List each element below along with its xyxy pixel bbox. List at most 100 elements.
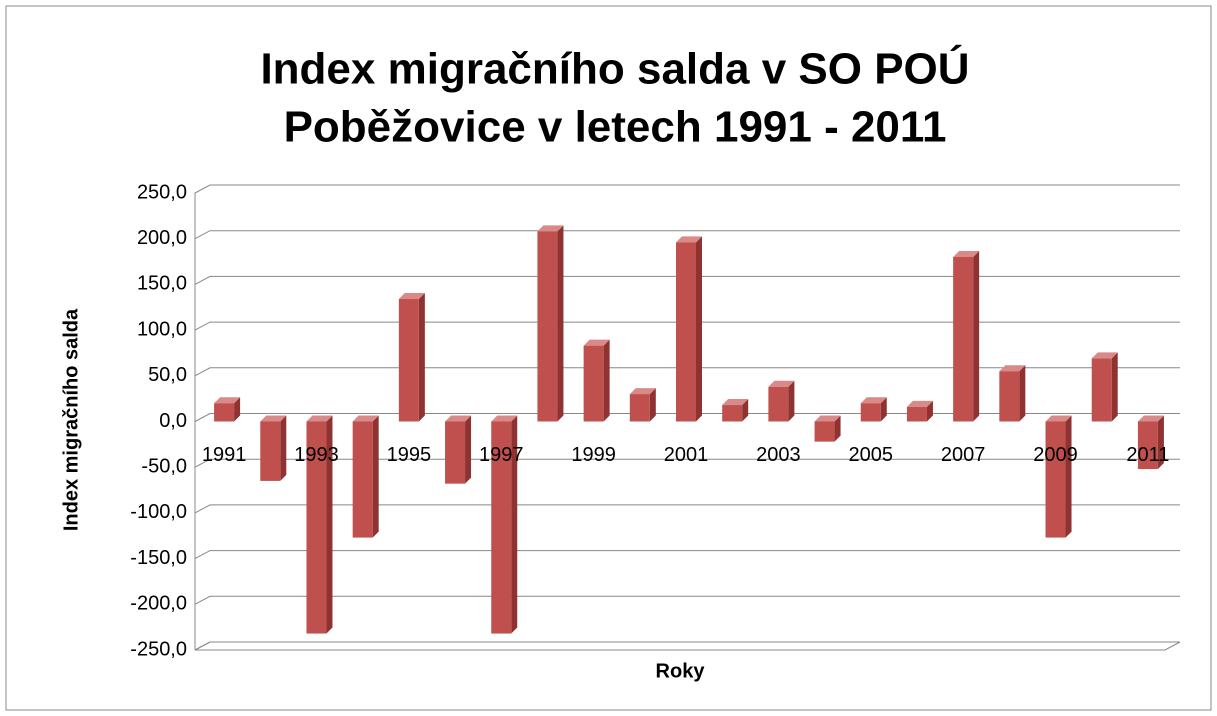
- bar-side: [788, 380, 795, 422]
- chart-title-line-1: Index migračního salda v SO POÚ: [260, 44, 969, 94]
- bar: [214, 397, 241, 422]
- bar-top: [537, 225, 564, 232]
- bar-front: [398, 299, 419, 422]
- grid-line: [194, 230, 1180, 240]
- bar-front: [1045, 421, 1066, 538]
- bar-side: [880, 397, 887, 422]
- bar-front: [445, 421, 466, 484]
- bar-side: [603, 339, 610, 422]
- y-tick-label: -100,0: [130, 501, 187, 523]
- bar-front: [860, 403, 881, 422]
- x-tick-label: 2007: [941, 444, 986, 466]
- bar: [260, 415, 287, 481]
- bar: [860, 397, 887, 422]
- bar-side: [418, 293, 425, 422]
- bar-side: [973, 250, 980, 422]
- bar: [676, 236, 702, 422]
- y-tick-label: -200,0: [130, 593, 187, 615]
- x-tick-label: 1995: [387, 444, 432, 466]
- bar: [1091, 352, 1118, 422]
- bar-front: [814, 421, 835, 442]
- bar-side: [696, 236, 702, 422]
- bar-front: [629, 394, 650, 422]
- bar-side: [649, 388, 656, 422]
- bar-front: [537, 231, 558, 422]
- bar: [1045, 415, 1072, 538]
- bar-front: [260, 421, 281, 481]
- grid-line: [194, 458, 1180, 468]
- y-tick-label: 50,0: [148, 364, 187, 386]
- bar: [814, 415, 841, 442]
- bar: [306, 415, 333, 634]
- x-tick-label: 2003: [756, 444, 801, 466]
- bar-top: [398, 293, 425, 300]
- x-tick-label: 1991: [202, 444, 247, 466]
- grid-line: [194, 321, 1180, 331]
- bar-side: [557, 225, 564, 422]
- bar-front: [214, 403, 235, 422]
- bar-side: [926, 400, 933, 422]
- bar-top: [445, 415, 472, 422]
- bar: [352, 415, 379, 538]
- bar: [491, 415, 518, 634]
- bar-side: [234, 397, 241, 422]
- bar: [722, 399, 749, 422]
- bar-side: [280, 415, 287, 481]
- bar-side: [511, 415, 518, 634]
- grid-line: [194, 413, 1180, 422]
- bar-side: [326, 415, 333, 634]
- bar-top: [814, 415, 841, 422]
- bar-top: [491, 415, 518, 422]
- y-tick-label: 200,0: [137, 227, 187, 249]
- bar-side: [1157, 415, 1164, 470]
- y-tick-label: 150,0: [137, 273, 187, 295]
- bar-side: [1065, 415, 1072, 538]
- bar-top: [906, 400, 933, 407]
- bar: [583, 339, 610, 422]
- y-tick-label: -150,0: [130, 547, 187, 569]
- bar: [1137, 415, 1164, 470]
- x-tick-label: 1999: [571, 444, 616, 466]
- bar-front: [352, 421, 373, 538]
- bar-front: [1137, 421, 1158, 470]
- y-tick-label: 250,0: [137, 181, 187, 203]
- bar-side: [372, 415, 379, 538]
- x-axis-title: Roky: [656, 660, 706, 682]
- x-tick-label: 2001: [664, 444, 709, 466]
- bar-top: [722, 399, 749, 406]
- bar-front: [768, 386, 789, 422]
- bar-front: [676, 242, 696, 422]
- y-tick-label: 0,0: [159, 410, 187, 432]
- bar: [537, 225, 564, 422]
- bar-top: [768, 380, 795, 387]
- bar-front: [999, 371, 1020, 422]
- bar-front: [906, 406, 927, 422]
- bar-top: [953, 250, 980, 257]
- bar-front: [722, 405, 743, 422]
- grid-line: [194, 595, 1180, 605]
- bar-top: [214, 397, 241, 404]
- bar: [445, 415, 472, 484]
- bar-front: [1091, 358, 1112, 422]
- grid-line: [194, 550, 1180, 560]
- bar-top: [1091, 352, 1118, 359]
- chart-title-line-2: Poběžovice v letech 1991 - 2011: [284, 103, 947, 152]
- bar-side: [834, 415, 841, 442]
- bar-front: [491, 421, 512, 634]
- bar-top: [1137, 415, 1164, 422]
- x-tick-label: 2011: [1126, 444, 1169, 466]
- bar-side: [465, 415, 472, 484]
- y-tick-label: -250,0: [130, 638, 187, 660]
- bar-side: [1019, 365, 1026, 422]
- x-tick-label: 1997: [479, 444, 524, 466]
- x-tick-label: 2009: [1033, 444, 1078, 466]
- bar-front: [583, 345, 604, 422]
- grid-line: [194, 275, 1180, 285]
- grid-line: [194, 184, 1180, 194]
- bar: [906, 400, 933, 422]
- bar: [768, 380, 795, 422]
- grid-line: [194, 504, 1180, 514]
- bar: [953, 250, 980, 422]
- bar-front: [953, 256, 974, 422]
- y-axis-title: Index migračního salda: [60, 308, 82, 531]
